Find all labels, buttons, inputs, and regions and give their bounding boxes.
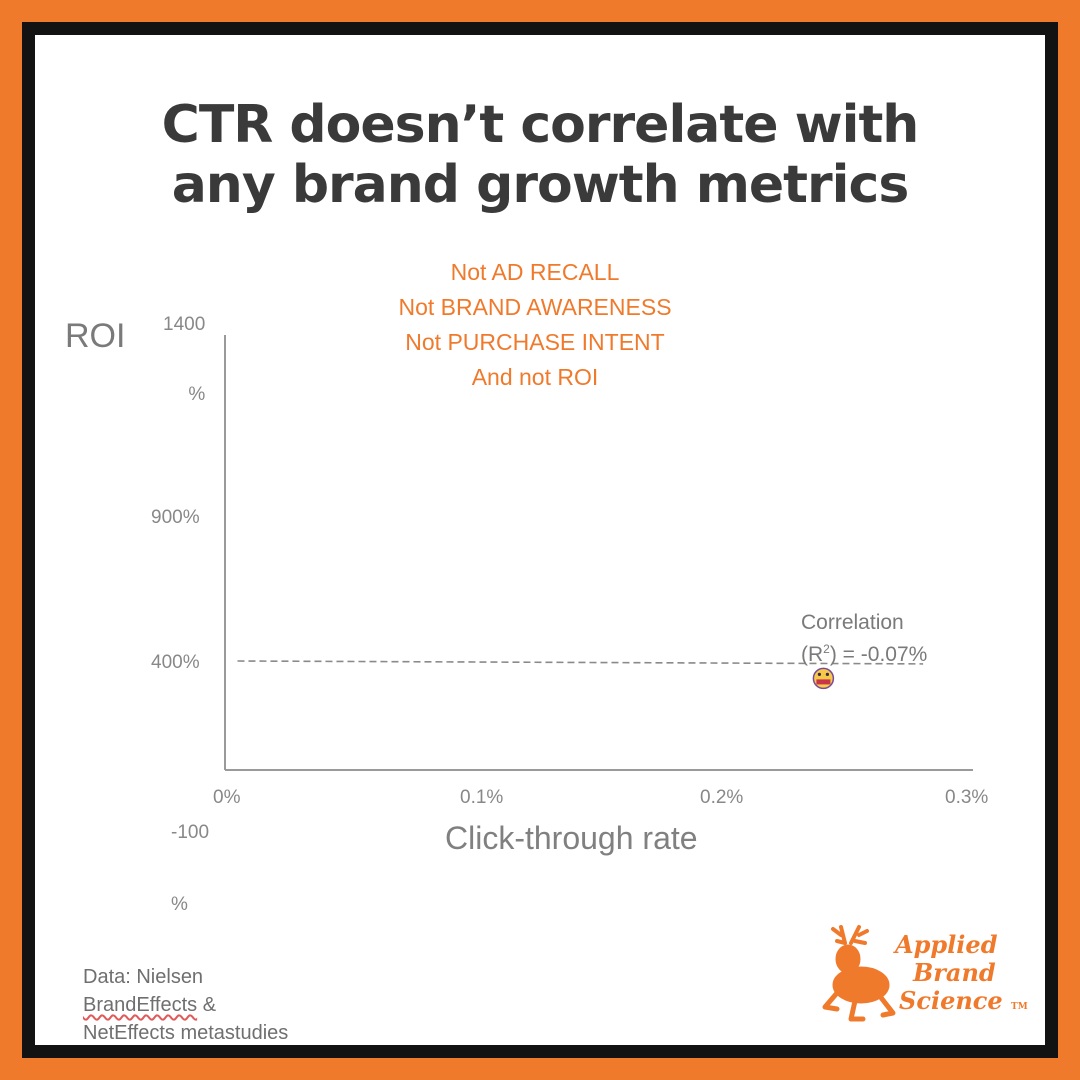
correlation-line-2: (R2) = -0.07% [801, 636, 927, 668]
x-tick-label: 0.2% [700, 787, 744, 808]
logo-trademark: TM [1011, 1002, 1028, 1012]
source-amp: & [197, 994, 217, 1016]
callout-line: Not BRAND AWARENESS [398, 294, 672, 320]
scatter-chart [224, 335, 973, 771]
logo-science: Science [899, 986, 1003, 1015]
x-tick-label: 0.1% [460, 787, 504, 808]
title-line-2: any brand growth metrics [171, 155, 910, 215]
source-line-3: NetEffects metastudies [83, 1022, 289, 1044]
y-tick-label: 1400% [163, 314, 206, 405]
correlation-annotation: Correlation (R2) = -0.07% [801, 609, 927, 668]
outer-frame: CTR doesn’t correlate with any brand gro… [22, 22, 1058, 1058]
data-point-eye [817, 672, 822, 677]
source-note: Data: Nielsen BrandEffects & NetEffects … [83, 963, 288, 1045]
correlation-line-1: Correlation [801, 611, 904, 634]
y-axis-label: ROI [65, 317, 126, 355]
page-title: CTR doesn’t correlate with any brand gro… [35, 95, 1045, 215]
trend-line [237, 660, 924, 665]
source-line-2: BrandEffects & [83, 991, 288, 1019]
callout-box: Not AD RECALL Not BRAND AWARENESS Not PU… [355, 255, 715, 395]
x-tick-label: 0.3% [945, 787, 989, 808]
callout-line: Not AD RECALL [450, 259, 620, 285]
logo-line-1: Applied [895, 930, 998, 959]
title-line-1: CTR doesn’t correlate with [161, 95, 920, 155]
callout-line: And not ROI [471, 364, 599, 390]
logo-line-2: Brand [913, 958, 996, 987]
r-squared-value: ) = -0.07% [829, 643, 928, 666]
y-tick-label: 900% [151, 507, 200, 528]
r-squared-sup: 2 [823, 642, 830, 656]
x-tick-label: 0% [213, 787, 241, 808]
source-brandeffects: BrandEffects [83, 994, 198, 1016]
data-point [812, 667, 835, 690]
r-squared-pre: (R [801, 643, 824, 666]
x-axis-label: Click-through rate [445, 820, 698, 856]
source-line-1: Data: Nielsen [83, 966, 204, 988]
stag-frog-logo-icon [822, 925, 896, 1022]
y-tick-label: -100% [171, 822, 210, 915]
callout-line: Not PURCHASE INTENT [405, 329, 665, 355]
data-point-mouth [816, 679, 831, 685]
chart-card: CTR doesn’t correlate with any brand gro… [35, 35, 1045, 1045]
data-point-eye [825, 672, 830, 677]
y-tick-label: 400% [151, 652, 200, 673]
brand-logo-text: Applied Brand Science TM [895, 931, 1028, 1021]
logo-line-3: Science TM [895, 987, 1028, 1021]
